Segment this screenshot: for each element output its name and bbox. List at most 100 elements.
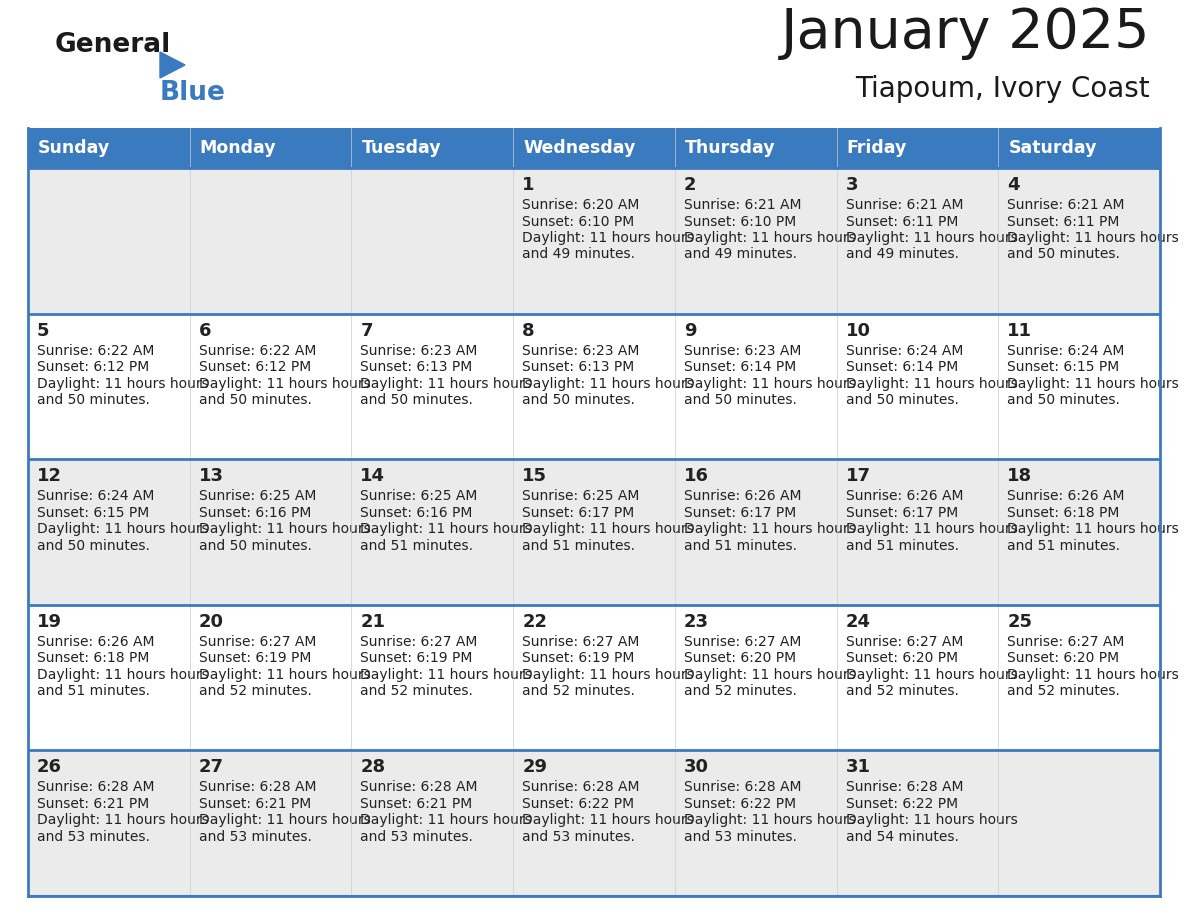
Text: Sunrise: 6:28 AM: Sunrise: 6:28 AM [37,780,154,794]
Text: Daylight: 11 hours hours: Daylight: 11 hours hours [198,522,371,536]
Text: 2: 2 [684,176,696,194]
Text: 13: 13 [198,467,223,486]
Bar [352,128,513,168]
Text: 4: 4 [1007,176,1019,194]
Bar [998,128,1159,168]
Bar [190,128,352,168]
Bar [675,314,836,459]
Text: Daylight: 11 hours hours: Daylight: 11 hours hours [1007,376,1178,390]
Text: Daylight: 11 hours hours: Daylight: 11 hours hours [684,376,855,390]
Text: Sunset: 6:21 PM: Sunset: 6:21 PM [37,797,150,811]
Text: Sunset: 6:19 PM: Sunset: 6:19 PM [360,651,473,666]
Text: and 50 minutes.: and 50 minutes. [37,539,150,553]
Bar [190,168,352,314]
Text: Sunset: 6:17 PM: Sunset: 6:17 PM [846,506,958,520]
Text: 25: 25 [1007,613,1032,631]
Text: and 50 minutes.: and 50 minutes. [198,539,311,553]
Bar [29,314,190,459]
Text: Tiapoum, Ivory Coast: Tiapoum, Ivory Coast [855,75,1150,103]
Bar [836,168,998,314]
Text: Sunset: 6:18 PM: Sunset: 6:18 PM [1007,506,1119,520]
Text: and 50 minutes.: and 50 minutes. [523,393,636,407]
Text: Sunrise: 6:26 AM: Sunrise: 6:26 AM [37,635,154,649]
Polygon shape [160,52,185,78]
Text: and 53 minutes.: and 53 minutes. [37,830,150,844]
Text: Saturday: Saturday [1009,139,1097,157]
Text: Daylight: 11 hours hours: Daylight: 11 hours hours [523,231,694,245]
Text: and 52 minutes.: and 52 minutes. [198,684,311,699]
Text: Daylight: 11 hours hours: Daylight: 11 hours hours [846,231,1017,245]
Text: Sunrise: 6:27 AM: Sunrise: 6:27 AM [1007,635,1125,649]
Text: Sunset: 6:20 PM: Sunset: 6:20 PM [684,651,796,666]
Text: 11: 11 [1007,321,1032,340]
Text: Sunset: 6:13 PM: Sunset: 6:13 PM [360,360,473,375]
Bar [513,459,675,605]
Text: Sunrise: 6:26 AM: Sunrise: 6:26 AM [846,489,963,503]
Text: Sunrise: 6:26 AM: Sunrise: 6:26 AM [684,489,802,503]
Text: Sunset: 6:10 PM: Sunset: 6:10 PM [684,215,796,229]
Bar [513,605,675,750]
Text: Sunset: 6:16 PM: Sunset: 6:16 PM [360,506,473,520]
Text: 12: 12 [37,467,62,486]
Text: 22: 22 [523,613,548,631]
Bar [29,128,190,168]
Text: Wednesday: Wednesday [523,139,636,157]
Text: Daylight: 11 hours hours: Daylight: 11 hours hours [37,522,209,536]
Text: 23: 23 [684,613,709,631]
Text: and 53 minutes.: and 53 minutes. [198,830,311,844]
Text: Sunrise: 6:24 AM: Sunrise: 6:24 AM [1007,343,1125,358]
Text: 5: 5 [37,321,50,340]
Text: 24: 24 [846,613,871,631]
Text: and 49 minutes.: and 49 minutes. [684,248,797,262]
Text: Sunset: 6:22 PM: Sunset: 6:22 PM [684,797,796,811]
Text: 20: 20 [198,613,223,631]
Text: Daylight: 11 hours hours: Daylight: 11 hours hours [523,667,694,682]
Text: Sunrise: 6:27 AM: Sunrise: 6:27 AM [198,635,316,649]
Text: Daylight: 11 hours hours: Daylight: 11 hours hours [1007,231,1178,245]
Text: and 52 minutes.: and 52 minutes. [846,684,959,699]
Text: Sunrise: 6:21 AM: Sunrise: 6:21 AM [846,198,963,212]
Text: Sunrise: 6:28 AM: Sunrise: 6:28 AM [523,780,639,794]
Text: Daylight: 11 hours hours: Daylight: 11 hours hours [198,376,371,390]
Bar [352,459,513,605]
Text: 21: 21 [360,613,385,631]
Text: and 50 minutes.: and 50 minutes. [684,393,797,407]
Text: Sunrise: 6:21 AM: Sunrise: 6:21 AM [1007,198,1125,212]
Text: Sunset: 6:20 PM: Sunset: 6:20 PM [846,651,958,666]
Bar [190,459,352,605]
Bar [998,605,1159,750]
Text: Sunrise: 6:25 AM: Sunrise: 6:25 AM [360,489,478,503]
Bar [836,750,998,896]
Text: Daylight: 11 hours hours: Daylight: 11 hours hours [846,813,1017,827]
Text: Blue: Blue [160,80,226,106]
Text: and 50 minutes.: and 50 minutes. [37,393,150,407]
Text: Sunset: 6:21 PM: Sunset: 6:21 PM [360,797,473,811]
Text: Sunset: 6:14 PM: Sunset: 6:14 PM [684,360,796,375]
Text: Sunrise: 6:23 AM: Sunrise: 6:23 AM [360,343,478,358]
Text: Tuesday: Tuesday [361,139,441,157]
Text: Sunrise: 6:21 AM: Sunrise: 6:21 AM [684,198,802,212]
Bar [29,750,190,896]
Text: Sunrise: 6:23 AM: Sunrise: 6:23 AM [684,343,801,358]
Text: and 54 minutes.: and 54 minutes. [846,830,959,844]
Text: 7: 7 [360,321,373,340]
Text: 26: 26 [37,758,62,777]
Text: Daylight: 11 hours hours: Daylight: 11 hours hours [37,813,209,827]
Text: Sunrise: 6:26 AM: Sunrise: 6:26 AM [1007,489,1125,503]
Text: January 2025: January 2025 [781,6,1150,60]
Text: and 49 minutes.: and 49 minutes. [846,248,959,262]
Text: Sunrise: 6:28 AM: Sunrise: 6:28 AM [846,780,963,794]
Text: Sunrise: 6:25 AM: Sunrise: 6:25 AM [523,489,639,503]
Text: and 52 minutes.: and 52 minutes. [1007,684,1120,699]
Text: Sunset: 6:19 PM: Sunset: 6:19 PM [198,651,311,666]
Text: Sunrise: 6:22 AM: Sunrise: 6:22 AM [198,343,316,358]
Bar [29,459,190,605]
Text: 18: 18 [1007,467,1032,486]
Text: Daylight: 11 hours hours: Daylight: 11 hours hours [846,376,1017,390]
Bar [998,459,1159,605]
Text: Sunset: 6:22 PM: Sunset: 6:22 PM [846,797,958,811]
Text: Sunrise: 6:28 AM: Sunrise: 6:28 AM [198,780,316,794]
Text: and 51 minutes.: and 51 minutes. [846,539,959,553]
Text: Sunset: 6:13 PM: Sunset: 6:13 PM [523,360,634,375]
Bar [998,168,1159,314]
